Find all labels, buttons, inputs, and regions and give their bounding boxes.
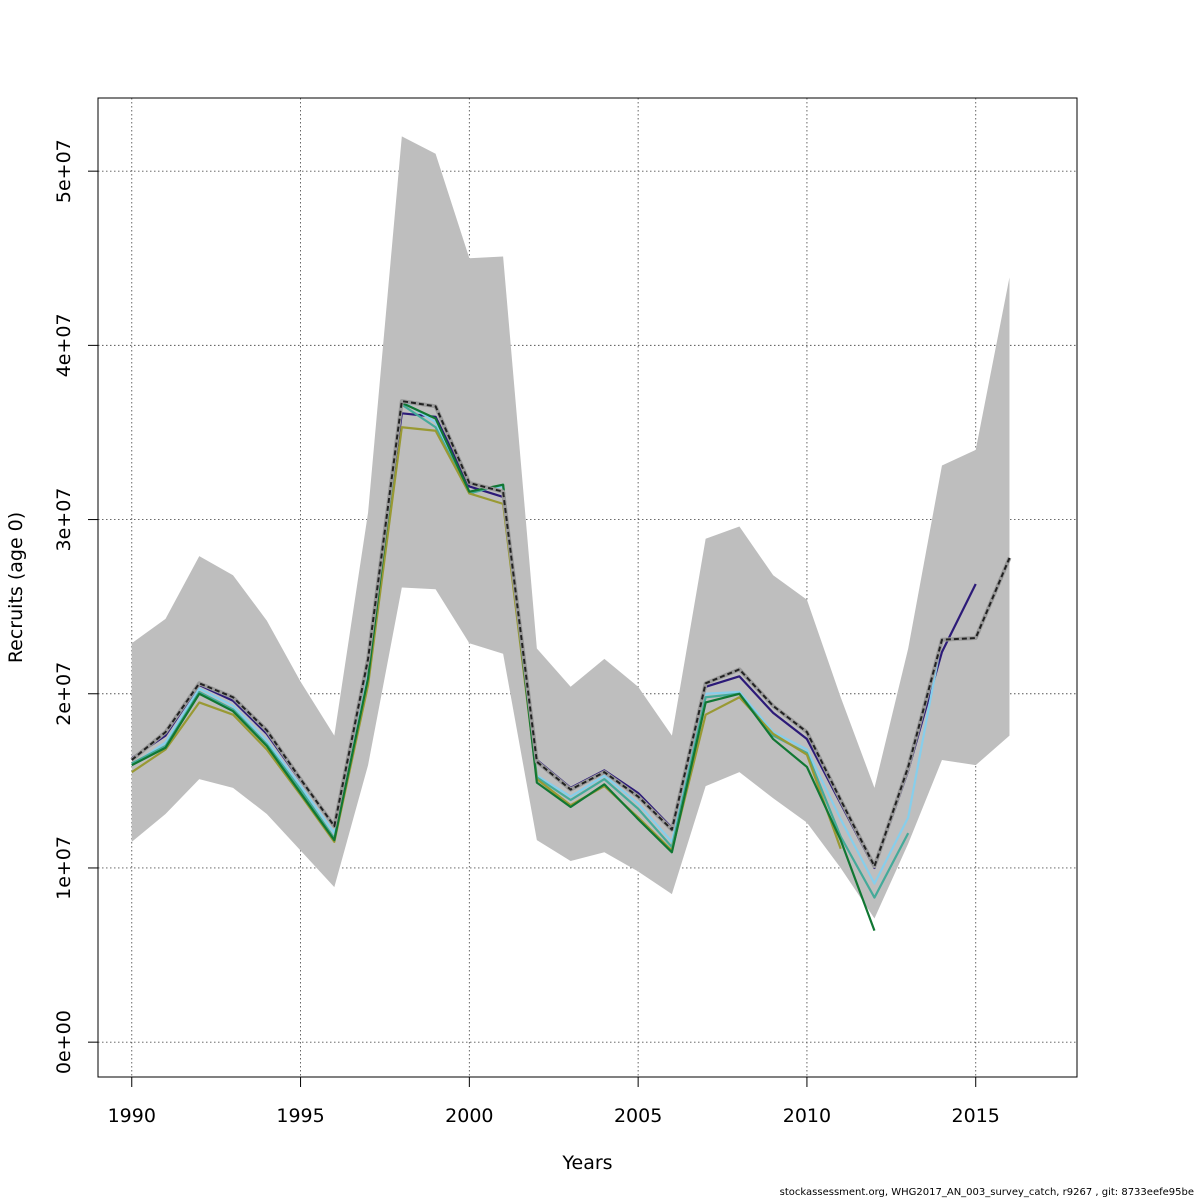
y-tick-label: 2e+07 bbox=[53, 662, 75, 726]
x-tick-label: 1995 bbox=[276, 1105, 324, 1127]
y-tick-label: 4e+07 bbox=[53, 313, 75, 377]
y-tick-label: 1e+07 bbox=[53, 836, 75, 900]
series-5-line bbox=[131, 401, 876, 932]
x-tick-label: 2000 bbox=[445, 1105, 493, 1127]
footer-credit: stockassessment.org, WHG2017_AN_003_surv… bbox=[779, 1187, 1194, 1198]
x-tick-label: 2015 bbox=[952, 1105, 1000, 1127]
y-axis-title: Recruits (age 0) bbox=[5, 512, 27, 663]
y-tick-label: 0e+00 bbox=[53, 1010, 75, 1074]
series-4-line bbox=[131, 426, 842, 852]
series-lines bbox=[130, 399, 1012, 932]
axes: 1990 1995 2000 2005 2010 2015 0e+00 1e+07 2e+07 3… bbox=[53, 139, 1000, 1127]
x-tick-label: 2005 bbox=[614, 1105, 662, 1127]
confidence-band bbox=[131, 136, 1010, 919]
x-axis-title: Years bbox=[561, 1152, 612, 1174]
x-tick-label: 2010 bbox=[783, 1105, 831, 1127]
confidence-band-area bbox=[131, 136, 1010, 919]
y-tick-label: 5e+07 bbox=[53, 139, 75, 203]
series-6-line bbox=[131, 400, 1011, 868]
x-tick-label: 1990 bbox=[108, 1105, 156, 1127]
y-tick-label: 3e+07 bbox=[53, 488, 75, 552]
